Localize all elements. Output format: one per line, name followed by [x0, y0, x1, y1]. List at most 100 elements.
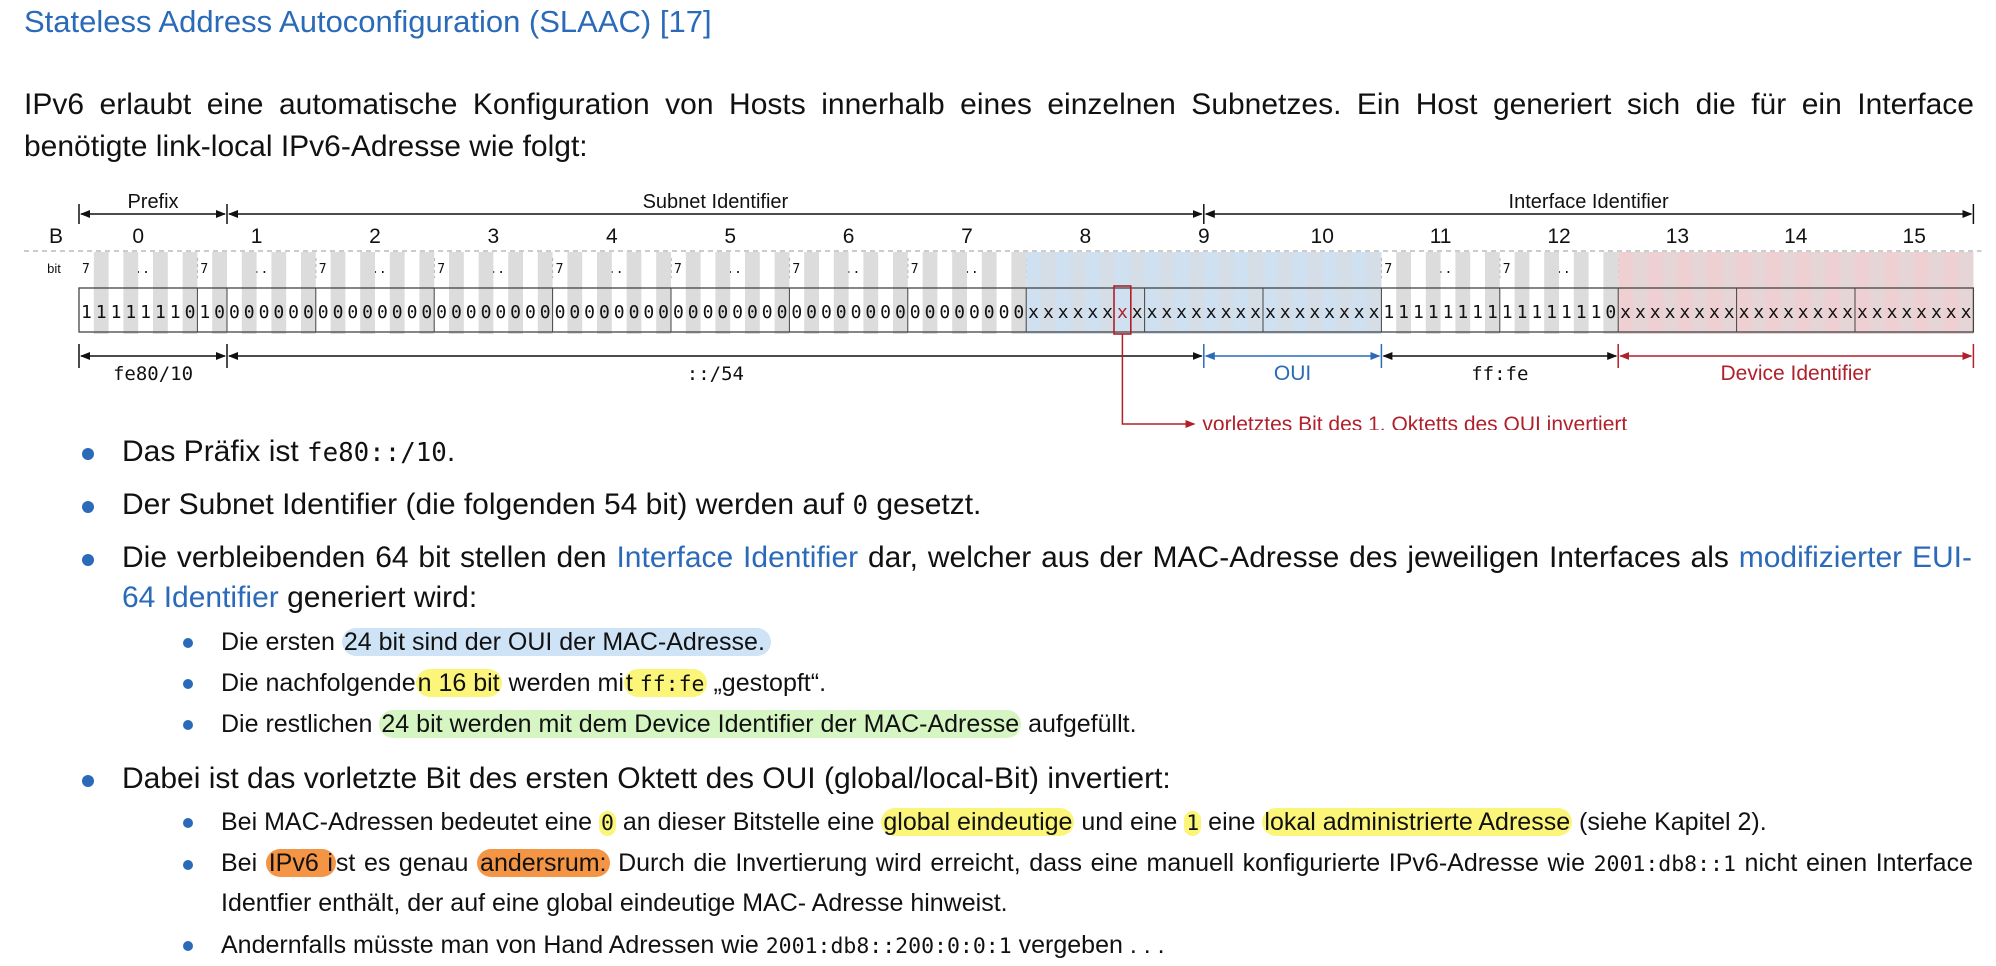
eui64-link[interactable]: modifizierter EUI-64 Identifier: [122, 541, 1972, 614]
bit-marker-high: 7: [674, 262, 682, 277]
bit-cell: 0: [791, 302, 802, 323]
bit-stripe: [1189, 252, 1204, 334]
device-identifier-label: Device Identifier: [1721, 362, 1872, 385]
bit-cell: 1: [1576, 302, 1587, 323]
bit-cell: x: [1043, 302, 1054, 323]
bit-cell: 0: [259, 302, 270, 323]
byte-number: 9: [1198, 225, 1210, 248]
bullet-dot: [82, 554, 94, 566]
bit-cell: 1: [140, 302, 151, 323]
bit-cell: x: [1191, 302, 1202, 323]
bit-cell: x: [1235, 302, 1246, 323]
bit-cell: 1: [199, 302, 210, 323]
bit-cell: 0: [584, 302, 595, 323]
bit-cell: 1: [1591, 302, 1602, 323]
bit-stripe: [153, 252, 168, 334]
bit-cell: 0: [421, 302, 432, 323]
bit-stripe: [1633, 252, 1648, 334]
bit-cell: 1: [1561, 302, 1572, 323]
bit-cell: 0: [362, 302, 373, 323]
bit-cell: x: [1827, 302, 1838, 323]
bit-cell: 0: [865, 302, 876, 323]
bit-cell: 1: [81, 302, 92, 323]
bit-cell: 0: [466, 302, 477, 323]
bit-stripe: [93, 252, 109, 334]
bit-stripe: [1958, 252, 1974, 334]
sub-bullet-mac-meaning: Bei MAC-Adressen bedeutet eine 0 an dies…: [221, 808, 1767, 836]
bit-stripe: [1425, 252, 1441, 334]
bit-stripe: [449, 252, 464, 334]
bit-cell: 0: [377, 302, 388, 323]
bit-stripe: [537, 252, 553, 334]
bit-cell: 1: [1487, 302, 1498, 323]
bit-stripe: [1100, 252, 1115, 334]
bit-cell: 0: [643, 302, 654, 323]
bullet-dot: [183, 638, 193, 648]
bit-stripe: [685, 252, 701, 334]
bit-cell: 1: [1428, 302, 1439, 323]
interface-identifier-link[interactable]: Interface Identifier: [616, 541, 859, 574]
bit-cell: x: [1221, 302, 1232, 323]
bit-cell: x: [1161, 302, 1172, 323]
bit-stripe: [656, 252, 671, 334]
bit-stripe: [1840, 252, 1855, 334]
bit-cell: x: [1916, 302, 1927, 323]
bit-marker-high: 7: [1503, 262, 1511, 277]
bit-cell: 1: [1517, 302, 1528, 323]
bit-cell: 1: [1502, 302, 1513, 323]
bit-cell: 0: [347, 302, 358, 323]
bit-cell: x: [1087, 302, 1098, 323]
bit-cell: x: [1073, 302, 1084, 323]
bit-cell: 0: [969, 302, 980, 323]
bit-cell: x: [1901, 302, 1912, 323]
bit-cell: 0: [658, 302, 669, 323]
bit-row-label: bit: [47, 261, 61, 276]
bit-stripe: [1041, 252, 1056, 334]
bullet-interface-id: Die verbleibenden 64 bit stellen den Int…: [122, 541, 1972, 614]
bit-stripe: [508, 252, 523, 334]
sub-bullet-fffe: Die nachfolgenden 16 bit werden mit ff:f…: [221, 669, 827, 697]
bit-cell: 0: [185, 302, 196, 323]
bullet-dot: [82, 501, 94, 513]
bit-cell: x: [1768, 302, 1779, 323]
bit-cell: 0: [777, 302, 788, 323]
bit-cell: x: [1739, 302, 1750, 323]
bit-stripe: [893, 252, 908, 334]
bit-stripe: [952, 252, 967, 334]
bit-stripe: [922, 252, 938, 334]
bit-cell: x: [1679, 302, 1690, 323]
annotation-pointer: [1121, 334, 1196, 428]
bit-stripe: [1781, 252, 1796, 334]
byte-number: 14: [1784, 225, 1808, 248]
bit-cell: x: [1946, 302, 1957, 323]
sub-bullet-ipv6-reverse: Bei IPv6 i st es genau andersrum: Durch d…: [221, 849, 1973, 917]
bit-stripe: [1337, 252, 1352, 334]
bit-cell: x: [1650, 302, 1661, 323]
byte-number: 8: [1080, 225, 1092, 248]
bit-stripe: [478, 252, 494, 334]
bit-cell: 0: [229, 302, 240, 323]
bit-cell: x: [1132, 302, 1143, 323]
bullet-dot: [82, 448, 94, 460]
prefix-label: Prefix: [127, 191, 178, 213]
bit-cell: x: [1783, 302, 1794, 323]
bit-cell: x: [1857, 302, 1868, 323]
bit-cell: 0: [525, 302, 536, 323]
bit-marker-high: 7: [556, 262, 564, 277]
bit-cell: 0: [836, 302, 847, 323]
bit-stripe: [1455, 252, 1471, 334]
bit-cell: 0: [673, 302, 684, 323]
page-title: Stateless Address Autoconfiguration (SLA…: [24, 4, 712, 39]
bit-cell: 0: [214, 302, 225, 323]
bit-marker-high: 7: [200, 262, 208, 277]
bit-stripe: [389, 252, 405, 334]
byte-number: 0: [132, 225, 144, 248]
bullet-dot: [82, 775, 94, 787]
bit-cell: x: [1058, 302, 1069, 323]
bit-stripe: [1514, 252, 1530, 334]
bit-stripe: [833, 252, 849, 334]
bit-stripe: [1899, 252, 1915, 334]
byte-number: 13: [1666, 225, 1689, 248]
bit-stripe: [330, 252, 346, 334]
bit-stripe: [419, 252, 435, 334]
